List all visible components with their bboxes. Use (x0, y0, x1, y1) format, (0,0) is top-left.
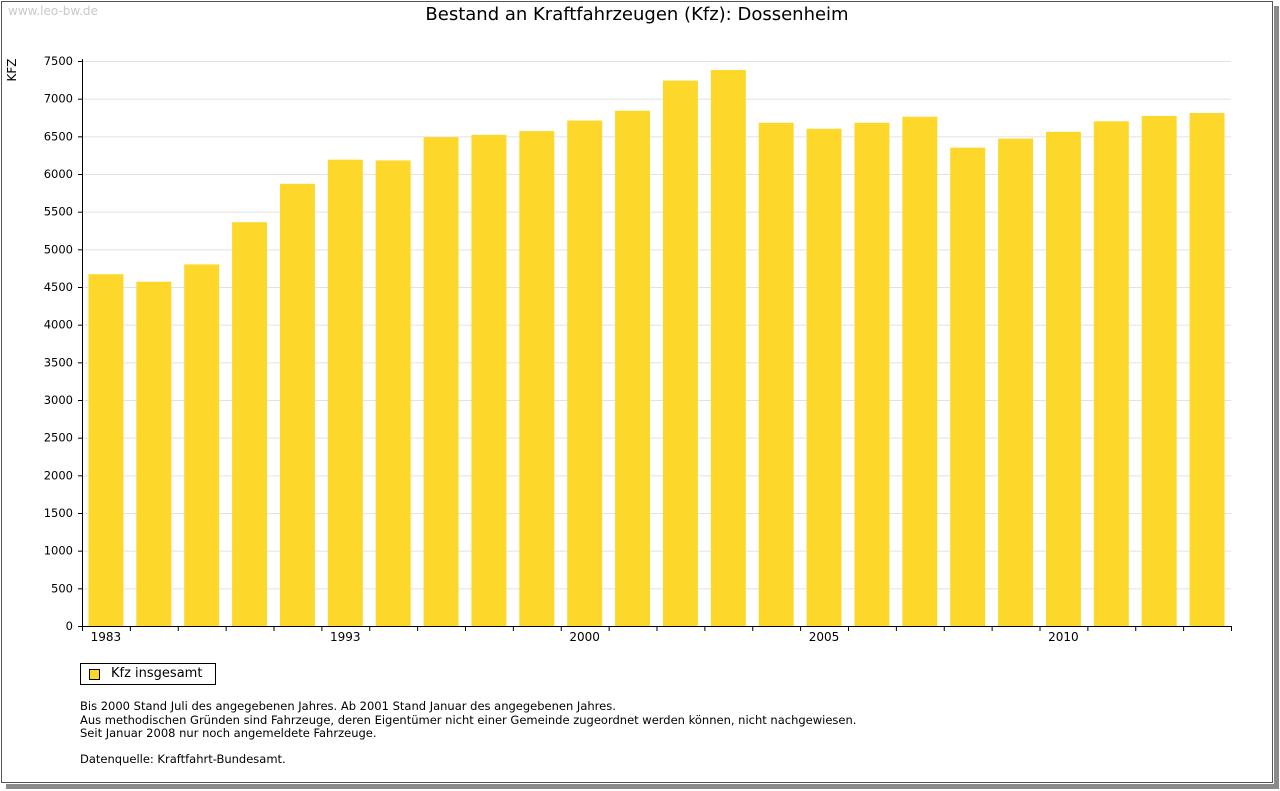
bar (279, 183, 315, 626)
bar-chart: 0 500 1000 1500 2000 2500 3000 3500 4000 4500 5000… (5, 54, 1232, 644)
data-source: Datenquelle: Kraftfahrt-Bundesamt. (80, 752, 286, 766)
bar (615, 110, 651, 627)
bar (1093, 121, 1129, 627)
y-tick-label: 7500 (44, 54, 73, 68)
y-axis-label: KFZ (5, 59, 19, 82)
chart-title: Bestand an Kraftfahrzeugen (Kfz): Dossen… (425, 4, 849, 25)
bar (854, 122, 890, 627)
bar (806, 128, 842, 627)
x-tick-label: 1993 (330, 630, 361, 644)
bar (1045, 131, 1081, 626)
y-tick-label: 500 (51, 581, 73, 595)
gridlines (82, 61, 1231, 590)
y-tick-label: 5500 (44, 205, 73, 219)
y-tick-label: 1500 (44, 506, 73, 520)
footnote-2: Aus methodischen Gründen sind Fahrzeuge,… (80, 712, 857, 727)
axes (78, 59, 1231, 627)
legend-swatch (89, 669, 100, 680)
bar (423, 137, 459, 626)
bar (471, 134, 507, 626)
legend: Kfz insgesamt (80, 663, 216, 685)
frame-shadow-bottom (6, 784, 1279, 789)
bar (1141, 115, 1177, 626)
y-tick-label: 1000 (44, 544, 73, 558)
bar (232, 222, 268, 627)
y-tick-label: 4000 (44, 318, 73, 332)
bar (950, 147, 986, 626)
bar (184, 264, 220, 626)
bar (710, 70, 746, 627)
bar (375, 160, 411, 626)
bar (758, 122, 794, 627)
bar (902, 116, 938, 626)
x-tick-label: 2010 (1048, 630, 1079, 644)
bars (88, 70, 1225, 627)
y-tick-label: 5000 (44, 242, 73, 256)
footnotes: Bis 2000 Stand Juli des angegebenen Jahr… (80, 699, 857, 741)
footnote-3: Seit Januar 2008 nur noch angemeldete Fa… (80, 726, 377, 740)
x-tick-label: 2000 (569, 630, 600, 644)
bar (88, 274, 124, 626)
bar (662, 80, 698, 626)
y-tick-label: 7000 (44, 92, 73, 106)
bar (136, 281, 172, 626)
watermark: www.leo-bw.de (8, 4, 98, 18)
y-tick-label: 2500 (44, 431, 73, 445)
x-tick-label: 1983 (91, 630, 122, 644)
y-tick-label: 4500 (44, 280, 73, 294)
bar (327, 159, 363, 627)
x-tick-label: 2005 (809, 630, 840, 644)
bar (1189, 112, 1225, 627)
bar (567, 120, 603, 626)
y-tick-label: 2000 (44, 468, 73, 482)
y-tick-label: 3500 (44, 355, 73, 369)
bar (519, 131, 555, 626)
frame-shadow-right (1274, 6, 1279, 788)
x-axis-ticks: 1983 1993 2000 2005 2010 (82, 626, 1232, 644)
y-tick-label: 6000 (44, 167, 73, 181)
y-tick-label: 3000 (44, 393, 73, 407)
legend-label: Kfz insgesamt (111, 666, 203, 681)
bar (998, 138, 1034, 627)
y-tick-label: 0 (66, 619, 73, 633)
y-axis-ticks: 0 500 1000 1500 2000 2500 3000 3500 4000 4500 5000… (44, 54, 82, 633)
y-tick-label: 6500 (44, 129, 73, 143)
footnote-1: Bis 2000 Stand Juli des angegebenen Jahr… (80, 699, 616, 713)
